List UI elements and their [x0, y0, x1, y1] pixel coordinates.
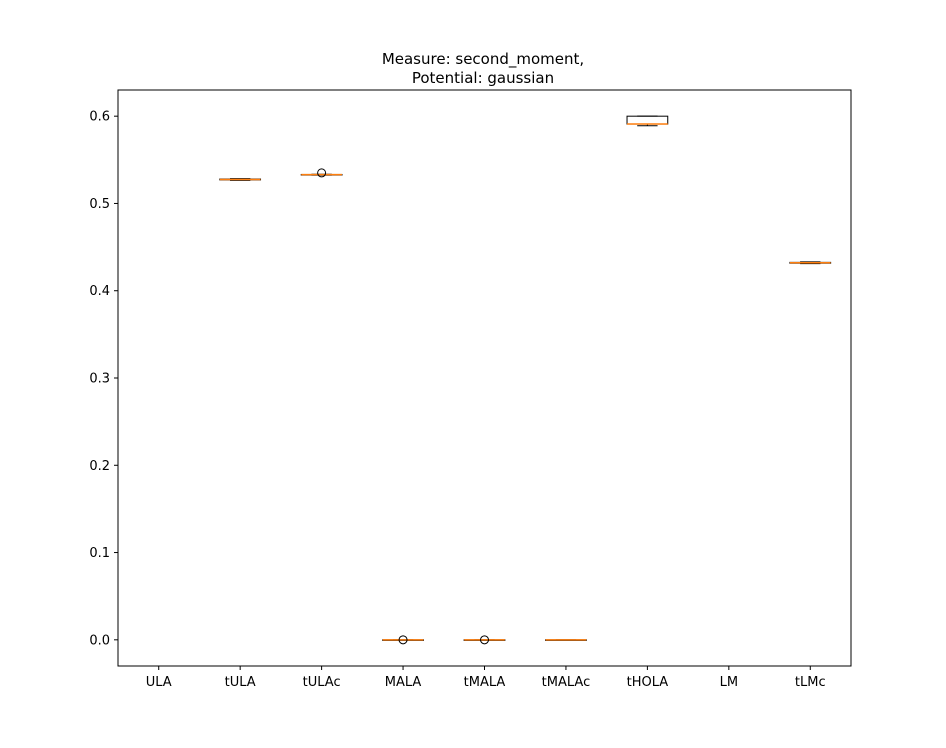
- boxplot-MALA: [382, 635, 424, 645]
- x-tick-label: tHOLA: [627, 675, 669, 690]
- boxplot-tULAc: [300, 168, 343, 178]
- y-axis-ticks: 0.0 0.1 0.2 0.3 0.4 0.5 0.6: [89, 110, 118, 648]
- plot-marks: [219, 115, 832, 645]
- boxplot-tHOLA: [626, 115, 669, 127]
- flier-point: [398, 635, 408, 645]
- x-axis-ticks: ULA tULA tULAc MALA tMALA tMALAc tHOLA LM tLMc: [146, 666, 826, 690]
- boxplot-tMALA: [463, 635, 506, 645]
- x-tick-label: tMALAc: [542, 675, 591, 690]
- flier-point: [317, 168, 327, 178]
- x-tick-label: ULA: [146, 675, 172, 690]
- flier-point: [480, 635, 489, 645]
- chart-title-line2: Potential: gaussian: [412, 69, 554, 87]
- x-tick-label: tULAc: [303, 675, 341, 690]
- boxplot-tULA: [219, 178, 262, 181]
- x-tick-label: LM: [720, 675, 738, 690]
- boxplot-tLMc: [789, 261, 832, 265]
- y-tick-label: 0.0: [89, 633, 110, 648]
- chart-title-line1: Measure: second_moment,: [382, 50, 584, 69]
- y-tick-label: 0.4: [89, 284, 110, 299]
- y-tick-label: 0.6: [89, 110, 110, 125]
- y-tick-label: 0.2: [89, 459, 110, 474]
- y-tick-label: 0.1: [89, 546, 110, 561]
- x-tick-label: tLMc: [795, 675, 826, 690]
- y-tick-label: 0.5: [89, 197, 110, 212]
- x-tick-label: MALA: [385, 675, 422, 690]
- x-tick-label: tMALA: [464, 675, 506, 690]
- plot-frame: [117, 89, 852, 667]
- y-tick-label: 0.3: [89, 372, 110, 387]
- boxplot-tMALAc: [545, 639, 587, 641]
- x-tick-label: tULA: [225, 675, 256, 690]
